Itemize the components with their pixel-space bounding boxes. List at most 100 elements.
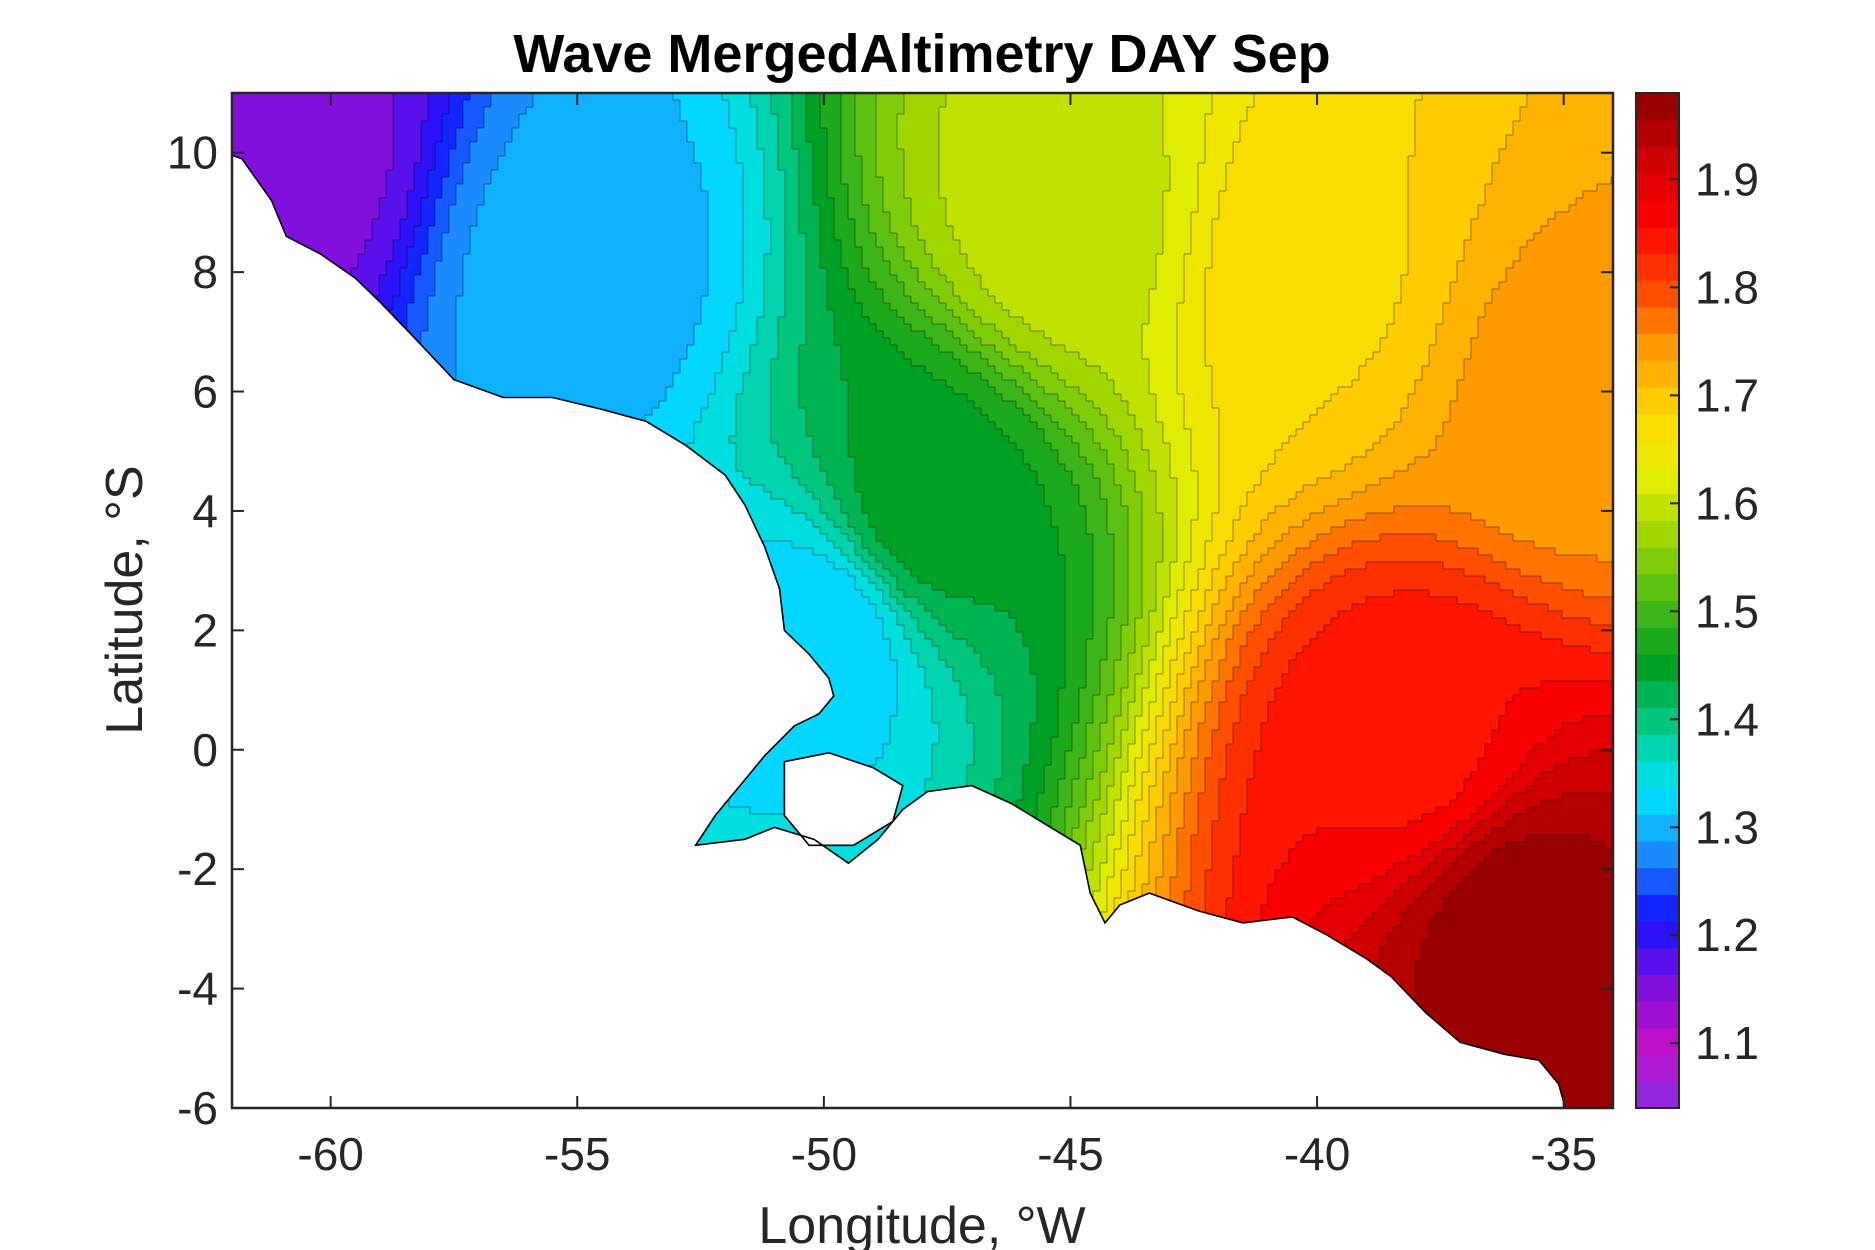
contour-cell (1205, 660, 1220, 668)
contour-cell (939, 149, 1164, 157)
contour-cell (1149, 625, 1164, 633)
contour-cell (1212, 254, 1409, 262)
contour-cell (848, 191, 863, 199)
contour-cell (1121, 625, 1136, 633)
contour-cell (841, 177, 863, 185)
colorbar-band (1636, 867, 1679, 895)
contour-cell (1191, 835, 1213, 843)
contour-cell (708, 198, 744, 206)
contour-cell (470, 240, 709, 248)
contour-cell (687, 352, 723, 360)
contour-cell (1443, 835, 1465, 843)
contour-cell (841, 107, 856, 115)
contour-cell (1093, 709, 1108, 717)
contour-cell (1163, 835, 1178, 843)
contour-cell (1415, 989, 1613, 997)
contour-cell (1163, 597, 1178, 605)
contour-cell (470, 233, 709, 241)
contour-cell (1191, 527, 1213, 535)
contour-cell (848, 408, 982, 416)
contour-cell (1212, 695, 1227, 703)
contour-cell (1478, 604, 1549, 612)
contour-cell (813, 163, 828, 171)
contour-cell (1226, 177, 1409, 185)
contour-cell (1086, 527, 1108, 535)
contour-cell (1184, 653, 1199, 661)
contour-cell (1184, 562, 1206, 570)
contour-cell (414, 282, 436, 290)
contour-cell (708, 219, 744, 227)
contour-cell (1415, 135, 1507, 143)
contour-cell (848, 450, 1024, 458)
contour-cell (1450, 800, 1486, 808)
contour-cell (1177, 513, 1199, 521)
contour-cell (1401, 282, 1451, 290)
contour-cell (1233, 884, 1269, 892)
contour-cell (435, 289, 464, 297)
contour-cell (778, 149, 800, 157)
contour-cell (680, 366, 723, 374)
contour-cell (1471, 352, 1613, 360)
contour-cell (1184, 688, 1199, 696)
contour-cell (1205, 597, 1220, 605)
contour-cell (1184, 891, 1206, 899)
contour-cell (939, 107, 1164, 115)
contour-cell (1527, 751, 1591, 759)
contour-cell (1408, 184, 1486, 192)
contour-cell (1023, 793, 1038, 801)
contour-cell (1170, 793, 1185, 801)
contour-cell (904, 156, 940, 164)
contour-cell (442, 233, 471, 241)
contour-cell (827, 478, 856, 486)
contour-cell (1163, 541, 1178, 549)
contour-cell (1541, 772, 1613, 780)
contour-cell (764, 156, 779, 164)
contour-cell (1114, 681, 1129, 689)
contour-cell (792, 471, 828, 479)
contour-cell (1128, 758, 1136, 766)
contour-cell (1079, 807, 1094, 815)
contour-cell (694, 422, 737, 430)
contour-cell (1163, 135, 1206, 143)
contour-cell (1072, 737, 1087, 745)
contour-cell (1149, 639, 1157, 647)
contour-cell (1079, 415, 1108, 423)
contour-cell (1219, 793, 1248, 801)
contour-cell (491, 170, 702, 178)
contour-cell (1086, 723, 1101, 731)
contour-cell (1205, 604, 1213, 612)
contour-cell (1450, 415, 1613, 423)
contour-cell (806, 338, 835, 346)
contour-cell (463, 107, 485, 115)
contour-cell (1464, 569, 1521, 577)
contour-cell (1142, 660, 1150, 668)
contour-cell (1086, 667, 1101, 675)
contour-cell (1282, 674, 1613, 682)
contour-cell (1191, 786, 1206, 794)
contour-cell (463, 114, 485, 122)
contour-cell (1548, 219, 1613, 227)
contour-cell (1037, 674, 1066, 682)
contour-cell (785, 296, 807, 304)
contour-cell (1156, 723, 1171, 731)
contour-cell (1282, 625, 1325, 633)
contour-cell (778, 331, 807, 339)
contour-cell (1513, 814, 1613, 822)
contour-cell (1506, 618, 1591, 626)
contour-cell (1520, 254, 1613, 262)
contour-cell (1338, 499, 1613, 507)
contour-cell (1219, 205, 1409, 213)
contour-cell (1212, 387, 1339, 395)
contour-cell (806, 100, 821, 108)
contour-cell (855, 457, 1024, 465)
contour-cell (470, 247, 709, 255)
contour-cell (1205, 548, 1227, 556)
contour-cell (911, 219, 947, 227)
contour-cell (743, 387, 772, 395)
contour-cell (1275, 632, 1318, 640)
contour-cell (1135, 737, 1143, 745)
contour-cell (1135, 870, 1150, 878)
contour-cell (519, 121, 688, 129)
contour-cell (1163, 870, 1178, 878)
contour-cell (1107, 506, 1129, 514)
